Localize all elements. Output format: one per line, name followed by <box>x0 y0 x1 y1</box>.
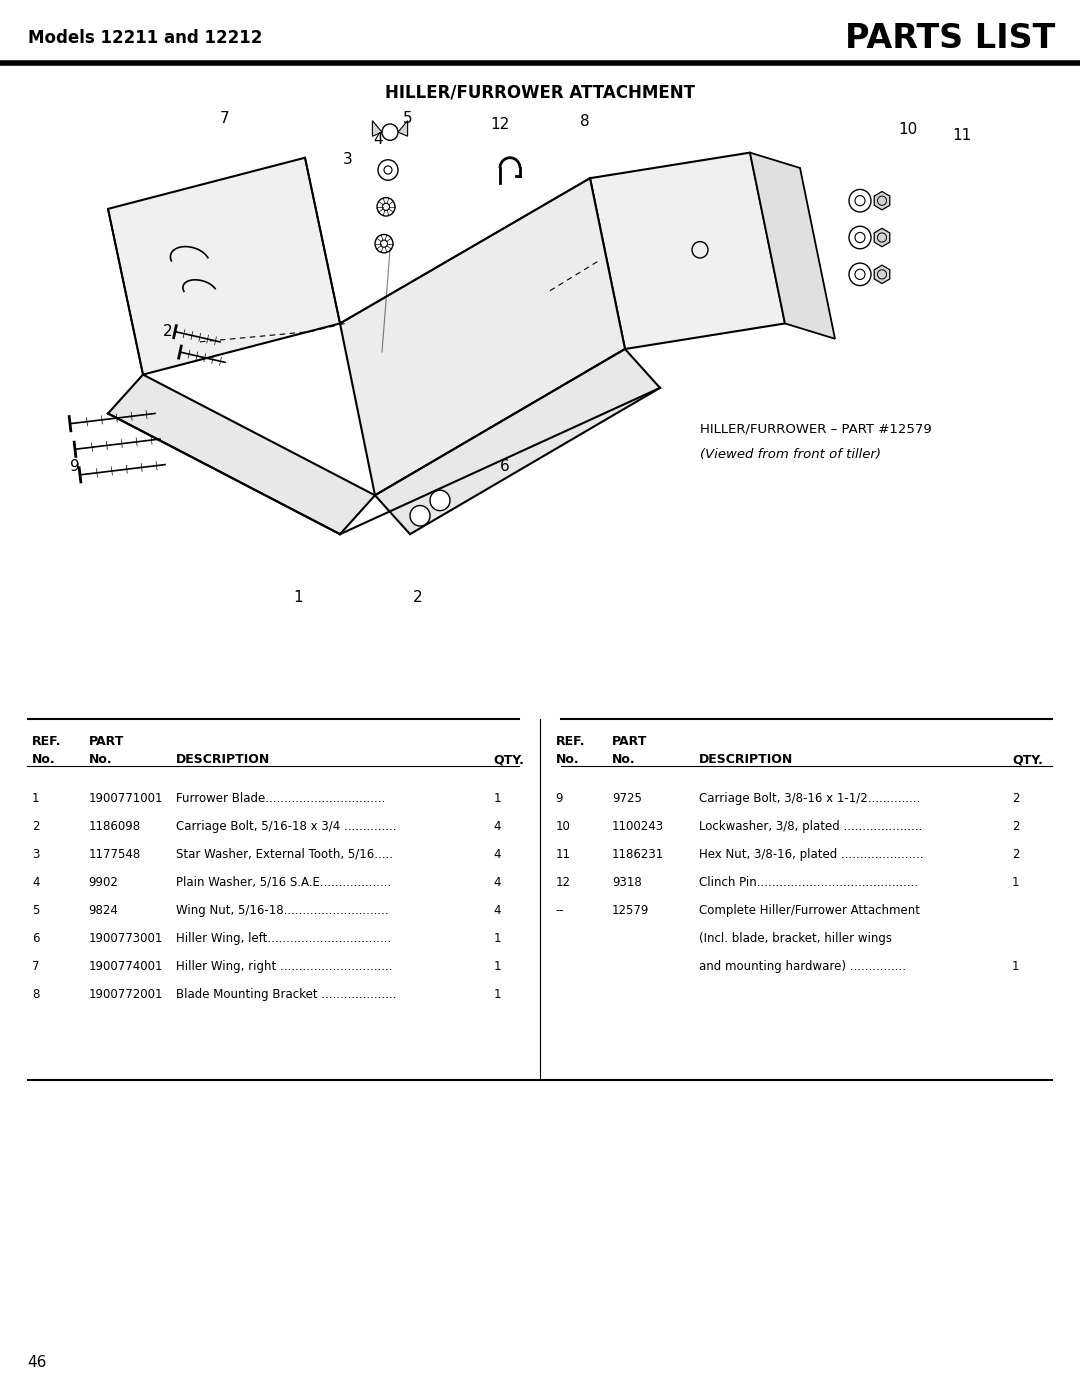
Text: 2: 2 <box>163 324 173 339</box>
Text: 6: 6 <box>32 932 40 944</box>
Text: 1: 1 <box>494 932 501 944</box>
Text: 12579: 12579 <box>612 904 649 916</box>
Text: 1: 1 <box>293 590 302 605</box>
Text: 1: 1 <box>494 988 501 1002</box>
Polygon shape <box>373 120 382 137</box>
Text: Clinch Pin...........................................: Clinch Pin..............................… <box>699 876 918 888</box>
Polygon shape <box>375 349 660 534</box>
Polygon shape <box>340 179 625 496</box>
Text: Star Washer, External Tooth, 5/16.....: Star Washer, External Tooth, 5/16..... <box>176 848 393 861</box>
Text: 9725: 9725 <box>612 792 642 805</box>
Text: --: -- <box>555 904 564 916</box>
Text: 1100243: 1100243 <box>612 820 664 833</box>
Polygon shape <box>590 152 785 349</box>
Text: 10: 10 <box>899 122 918 137</box>
Text: (Incl. blade, bracket, hiller wings: (Incl. blade, bracket, hiller wings <box>699 932 892 944</box>
Text: 2: 2 <box>1012 820 1020 833</box>
Text: Furrower Blade................................: Furrower Blade..........................… <box>176 792 384 805</box>
Text: PARTS LIST: PARTS LIST <box>845 21 1055 54</box>
Text: 9: 9 <box>70 460 80 474</box>
Text: Blade Mounting Bracket ....................: Blade Mounting Bracket .................… <box>176 988 396 1002</box>
Text: 1: 1 <box>1012 960 1020 974</box>
Text: 2: 2 <box>1012 792 1020 805</box>
Text: HILLER/FURROWER – PART #12579: HILLER/FURROWER – PART #12579 <box>700 422 932 436</box>
Text: 3: 3 <box>32 848 40 861</box>
Text: 3: 3 <box>343 152 353 168</box>
Text: 46: 46 <box>27 1355 46 1369</box>
Text: REF.: REF. <box>32 735 62 749</box>
Circle shape <box>430 490 450 511</box>
Text: HILLER/FURROWER ATTACHMENT: HILLER/FURROWER ATTACHMENT <box>384 82 696 101</box>
Circle shape <box>410 506 430 527</box>
Text: 8: 8 <box>580 115 590 130</box>
Text: 5: 5 <box>403 112 413 126</box>
Text: Carriage Bolt, 5/16-18 x 3/4 ..............: Carriage Bolt, 5/16-18 x 3/4 ...........… <box>176 820 396 833</box>
Text: (Viewed from front of tiller): (Viewed from front of tiller) <box>700 448 881 461</box>
Text: 1900771001: 1900771001 <box>89 792 163 805</box>
Text: Lockwasher, 3/8, plated .....................: Lockwasher, 3/8, plated ................… <box>699 820 922 833</box>
Polygon shape <box>874 265 890 284</box>
Text: 2: 2 <box>1012 848 1020 861</box>
Text: DESCRIPTION: DESCRIPTION <box>176 753 270 767</box>
Polygon shape <box>108 374 375 534</box>
Text: 4: 4 <box>494 820 501 833</box>
Text: 1900773001: 1900773001 <box>89 932 163 944</box>
Text: 1186231: 1186231 <box>612 848 664 861</box>
Text: QTY.: QTY. <box>494 753 525 767</box>
Text: 2: 2 <box>32 820 40 833</box>
Text: 1: 1 <box>1012 876 1020 888</box>
Text: 4: 4 <box>494 904 501 916</box>
Text: 1186098: 1186098 <box>89 820 140 833</box>
Text: Hiller Wing, right ..............................: Hiller Wing, right .....................… <box>176 960 392 974</box>
Polygon shape <box>108 158 340 374</box>
Text: 1900774001: 1900774001 <box>89 960 163 974</box>
Text: 8: 8 <box>32 988 40 1002</box>
Text: 11: 11 <box>953 127 972 142</box>
Text: 12: 12 <box>490 117 510 133</box>
Text: 9824: 9824 <box>89 904 119 916</box>
Text: 9902: 9902 <box>89 876 119 888</box>
Text: No.: No. <box>89 753 112 767</box>
Text: REF.: REF. <box>555 735 585 749</box>
Text: 5: 5 <box>32 904 40 916</box>
Text: Plain Washer, 5/16 S.A.E...................: Plain Washer, 5/16 S.A.E................… <box>176 876 391 888</box>
Text: and mounting hardware) ...............: and mounting hardware) ............... <box>699 960 906 974</box>
Text: 4: 4 <box>32 876 40 888</box>
Text: 2: 2 <box>414 590 422 605</box>
Text: No.: No. <box>612 753 635 767</box>
Text: Models 12211 and 12212: Models 12211 and 12212 <box>28 29 262 47</box>
Text: Wing Nut, 5/16-18............................: Wing Nut, 5/16-18.......................… <box>176 904 389 916</box>
Text: 12: 12 <box>555 876 570 888</box>
Text: Hex Nut, 3/8-16, plated ......................: Hex Nut, 3/8-16, plated ................… <box>699 848 923 861</box>
Text: Hiller Wing, left.................................: Hiller Wing, left.......................… <box>176 932 391 944</box>
Text: Complete Hiller/Furrower Attachment: Complete Hiller/Furrower Attachment <box>699 904 920 916</box>
Text: 7: 7 <box>32 960 40 974</box>
Text: 10: 10 <box>555 820 570 833</box>
Polygon shape <box>399 120 407 137</box>
Text: 4: 4 <box>374 131 382 147</box>
Text: QTY.: QTY. <box>1012 753 1043 767</box>
Text: No.: No. <box>555 753 579 767</box>
Text: No.: No. <box>32 753 56 767</box>
Polygon shape <box>874 228 890 247</box>
Text: 7: 7 <box>220 112 230 126</box>
Text: 1: 1 <box>32 792 40 805</box>
Text: 1: 1 <box>494 792 501 805</box>
Text: 9: 9 <box>555 792 563 805</box>
Text: 9318: 9318 <box>612 876 642 888</box>
Text: 1900772001: 1900772001 <box>89 988 163 1002</box>
Text: 1177548: 1177548 <box>89 848 140 861</box>
Text: 6: 6 <box>500 460 510 474</box>
Text: 11: 11 <box>555 848 570 861</box>
Text: PART: PART <box>89 735 124 749</box>
Text: PART: PART <box>612 735 647 749</box>
Text: 4: 4 <box>494 848 501 861</box>
Text: 1: 1 <box>494 960 501 974</box>
Text: DESCRIPTION: DESCRIPTION <box>699 753 794 767</box>
Text: 4: 4 <box>494 876 501 888</box>
Circle shape <box>382 124 399 140</box>
Text: Carriage Bolt, 3/8-16 x 1-1/2..............: Carriage Bolt, 3/8-16 x 1-1/2...........… <box>699 792 920 805</box>
Polygon shape <box>750 152 835 339</box>
Polygon shape <box>874 191 890 210</box>
